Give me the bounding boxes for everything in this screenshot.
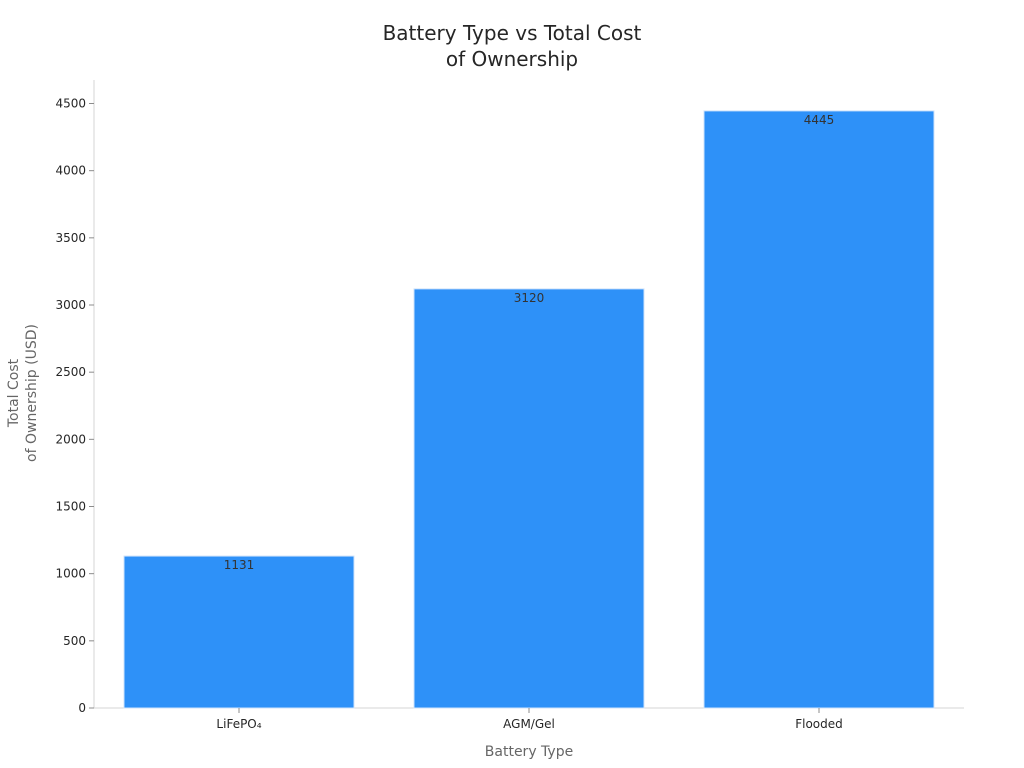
- y-tick-label: 2000: [55, 432, 86, 446]
- y-tick-label: 3000: [55, 298, 86, 312]
- chart-title: Battery Type vs Total Cost of Ownership: [383, 21, 642, 71]
- x-tick-label: AGM/Gel: [503, 717, 555, 731]
- x-axis-title: Battery Type: [485, 744, 573, 760]
- data-label: 1131: [224, 558, 255, 572]
- data-label: 3120: [514, 291, 545, 305]
- y-tick-label: 500: [63, 634, 86, 648]
- y-tick-label: 4500: [55, 97, 86, 111]
- x-tick-label: LiFePO₄: [216, 717, 261, 731]
- y-axis-title-line-2: of Ownership (USD): [24, 324, 40, 462]
- bar-lifepo-: [123, 555, 355, 709]
- y-tick-label: 3500: [55, 231, 86, 245]
- y-tick-label: 0: [78, 701, 86, 715]
- data-label: 4445: [804, 113, 835, 127]
- chart-title-line-1: Battery Type vs Total Cost: [383, 21, 642, 45]
- bar-agm-gel: [413, 288, 645, 709]
- y-axis-title-line-1: Total Cost: [6, 358, 22, 428]
- y-tick-label: 1000: [55, 567, 86, 581]
- x-tick-label: Flooded: [795, 717, 843, 731]
- y-tick-label: 2500: [55, 365, 86, 379]
- y-tick-label: 1500: [55, 500, 86, 514]
- chart-title-line-2: of Ownership: [446, 47, 578, 71]
- y-axis-title: Total Cost of Ownership (USD): [6, 324, 40, 462]
- y-tick-label: 4000: [55, 164, 86, 178]
- bar-flooded: [703, 110, 935, 709]
- plot-area: 0 500 1000 1500 2000 2500 3000 3500 4000 4500 1131…: [55, 80, 964, 731]
